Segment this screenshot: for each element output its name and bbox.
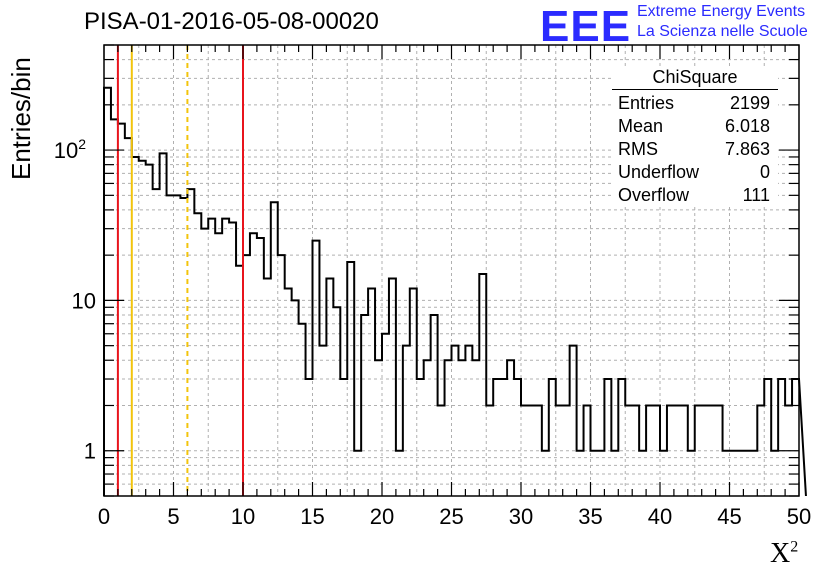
- histogram-outline: [103, 86, 807, 497]
- stats-row-entries: Entries 2199: [612, 92, 778, 115]
- x-tick-label: 50: [787, 504, 811, 529]
- stats-value: 0: [759, 162, 770, 182]
- x-tick-label: 5: [167, 504, 179, 529]
- eee-logo: EEE: [540, 2, 632, 51]
- y-axis-label: Entries/bin: [6, 57, 36, 180]
- stats-title: ChiSquare: [612, 67, 778, 90]
- stats-value: 6.018: [724, 116, 770, 136]
- logo-line-2: La Scienza nelle Scuole: [637, 23, 808, 40]
- stats-row-rms: RMS 7.863: [612, 138, 778, 161]
- stats-label: Entries: [618, 93, 675, 113]
- stats-label: RMS: [618, 139, 658, 159]
- x-tick-label: 30: [509, 504, 533, 529]
- logo-line-1: Extreme Energy Events: [637, 3, 806, 20]
- stats-value: 111: [742, 185, 770, 205]
- x-tick-label: 0: [98, 504, 110, 529]
- x-axis-label-base: X: [770, 538, 791, 569]
- plot-title: PISA-01-2016-05-08-00020: [84, 8, 379, 35]
- x-tick-label: 40: [648, 504, 672, 529]
- x-tick-label: 25: [439, 504, 463, 529]
- stats-row-mean: Mean 6.018: [612, 115, 778, 138]
- x-axis-label-sup: 2: [790, 538, 799, 556]
- stats-box: ChiSquare Entries 2199 Mean 6.018 RMS 7.…: [612, 67, 778, 207]
- stats-label: Mean: [618, 116, 664, 136]
- stats-label: Overflow: [618, 185, 690, 205]
- stats-label: Underflow: [618, 162, 700, 182]
- x-tick-label: 20: [370, 504, 394, 529]
- x-tick-label: 35: [578, 504, 602, 529]
- y-tick-label: 10: [72, 288, 96, 313]
- y-tick-label: 1: [84, 439, 96, 464]
- x-tick-label: 10: [231, 504, 255, 529]
- stats-value: 2199: [729, 93, 770, 113]
- x-tick-label: 15: [300, 504, 324, 529]
- y-tick-label: 102: [54, 136, 86, 163]
- stats-row-underflow: Underflow 0: [612, 161, 778, 184]
- stats-value: 7.863: [724, 139, 770, 159]
- x-tick-label: 45: [717, 504, 741, 529]
- stats-row-overflow: Overflow 111: [612, 184, 778, 207]
- x-axis-label: X2: [770, 538, 798, 570]
- eee-logo-caption: Extreme Energy Events La Scienza nelle S…: [637, 2, 808, 42]
